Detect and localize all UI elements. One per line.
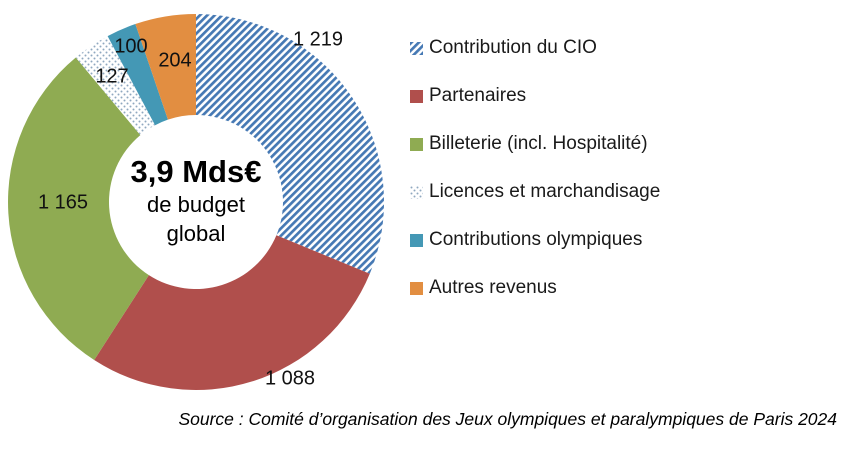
- value-label-partenaires: 1 088: [264, 367, 316, 390]
- value-label-contribution-cio: 1 219: [292, 28, 344, 51]
- legend-swatch-icon: [410, 137, 423, 151]
- legend-item-5: Autres revenus: [410, 276, 660, 300]
- legend-label: Partenaires: [429, 85, 527, 106]
- legend-label: Contribution du CIO: [429, 37, 597, 58]
- donut-segment-1: [94, 235, 370, 390]
- legend-swatch-icon: [410, 41, 423, 55]
- legend-swatch-icon: [410, 233, 423, 247]
- legend-item-3: Licences et marchandisage: [410, 180, 660, 204]
- total-budget-caption-1: de budget: [147, 192, 245, 217]
- legend-label: Autres revenus: [429, 277, 557, 298]
- value-label-contributions-olymp: 100: [114, 35, 148, 58]
- source-caption: Source : Comité d’organisation des Jeux …: [178, 409, 837, 429]
- donut-segment-4: [107, 24, 168, 126]
- legend-label: Licences et marchandisage: [429, 181, 661, 202]
- legend-swatch-icon: [410, 89, 423, 103]
- donut-segment-0: [196, 14, 385, 274]
- legend-item-1: Partenaires: [410, 84, 660, 108]
- legend-item-4: Contributions olympiques: [410, 228, 660, 252]
- legend-item-2: Billeterie (incl. Hospitalité): [410, 132, 660, 156]
- value-label-autres-revenus: 204: [158, 49, 192, 72]
- total-budget-caption-2: global: [166, 221, 226, 246]
- total-budget-value: 3,9 Mds€: [130, 154, 262, 189]
- donut-segment-3: [75, 36, 156, 136]
- value-label-billeterie: 1 165: [37, 191, 89, 214]
- donut-segments: [8, 14, 385, 390]
- legend-label: Contributions olympiques: [429, 229, 643, 250]
- donut-center-text: 3,9 Mds€ de budget global: [131, 154, 262, 248]
- legend: Contribution du CIO Partenaires Billeterie…: [410, 36, 660, 300]
- legend-swatch-icon: [410, 281, 423, 295]
- value-label-licences: 127: [95, 65, 129, 88]
- legend-item-0: Contribution du CIO: [410, 36, 660, 60]
- legend-swatch-icon: [410, 185, 423, 199]
- donut-segment-2: [8, 57, 149, 361]
- legend-label: Billeterie (incl. Hospitalité): [429, 133, 648, 154]
- donut-segment-5: [135, 14, 196, 120]
